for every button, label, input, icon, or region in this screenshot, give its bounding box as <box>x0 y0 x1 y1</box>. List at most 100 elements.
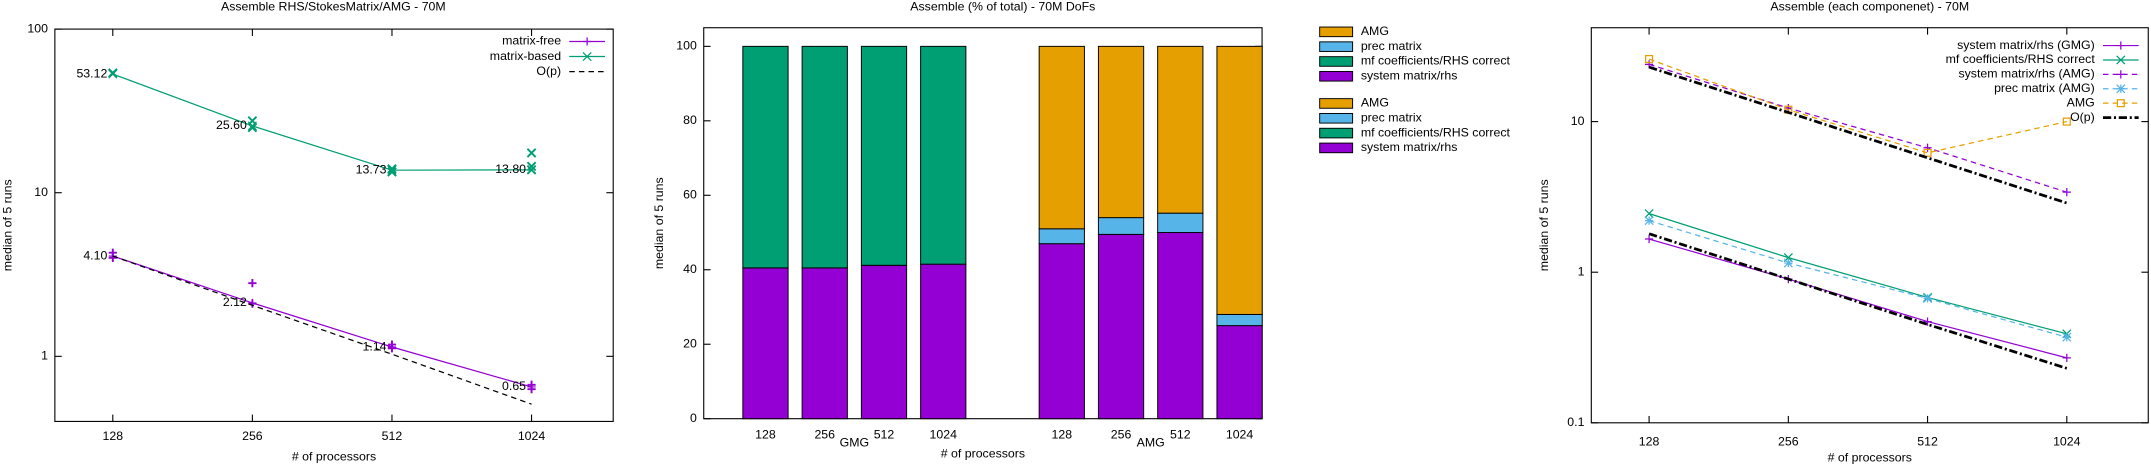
legend-label: prec matrix <box>1361 39 1423 53</box>
bar-segment <box>1097 217 1145 235</box>
x-tick-label: 1024 <box>2053 434 2081 448</box>
chart-title: Assemble (each componenet) - 70M <box>1770 0 1969 13</box>
data-point <box>1923 317 1932 326</box>
bar-segment <box>1216 325 1263 420</box>
series-line <box>112 255 532 388</box>
x-tick-label: 512 <box>874 427 895 441</box>
data-point <box>1783 258 1793 268</box>
data-point <box>1645 55 1654 64</box>
bar-segment <box>920 263 967 420</box>
legend-label: matrix-based <box>490 49 561 63</box>
legend-label: AMG <box>1361 24 1389 38</box>
bar-segment <box>860 264 908 420</box>
legend-marker <box>2116 55 2126 65</box>
data-label: 13.80 <box>495 162 526 176</box>
y-tick-label: 0.1 <box>1567 415 1584 429</box>
y-tick-label: 10 <box>34 185 48 199</box>
bar-segment <box>920 45 967 265</box>
data-point <box>2062 353 2071 362</box>
data-point <box>2062 117 2071 126</box>
data-point <box>1923 293 1933 303</box>
data-point <box>1923 143 1932 152</box>
data-point <box>1644 216 1654 226</box>
bar-segment <box>1216 313 1263 327</box>
series-line <box>1648 232 2068 370</box>
data-point <box>2062 188 2071 197</box>
data-point <box>2062 332 2072 342</box>
data-label: 0.65 <box>502 379 526 393</box>
y-tick-label: 10 <box>1571 114 1585 128</box>
x-tick-label: 128 <box>1051 427 1072 441</box>
group-label: AMG <box>1137 436 1165 450</box>
run-point <box>526 148 537 158</box>
run-point <box>108 68 118 78</box>
legend-marker <box>2116 70 2125 79</box>
series-line <box>112 73 532 171</box>
legend-label: AMG <box>2067 95 2095 109</box>
legend-label: prec matrix (AMG) <box>1994 81 2095 95</box>
y-tick-label: 60 <box>683 188 697 202</box>
legend-label: system matrix/rhs <box>1361 69 1458 83</box>
bar-segment <box>801 267 848 420</box>
run-point <box>247 122 258 133</box>
legend-marker <box>2116 99 2125 108</box>
run-point <box>387 164 397 174</box>
x-tick-label: 256 <box>1778 434 1799 448</box>
y-tick-label: 0 <box>690 411 697 425</box>
run-point <box>248 299 257 308</box>
legend-swatch <box>1319 142 1354 154</box>
bar-segment <box>1038 228 1085 245</box>
legend-swatch <box>1319 56 1354 67</box>
data-point <box>1644 209 1654 219</box>
run-point <box>387 167 397 177</box>
data-label: 25.60 <box>216 118 247 132</box>
y-tick-label: 20 <box>683 336 697 350</box>
y-tick-label: 100 <box>676 39 697 53</box>
x-tick-label: 128 <box>1639 434 1660 448</box>
x-axis-label: # of processors <box>941 447 1025 461</box>
y-tick-label: 40 <box>683 262 697 276</box>
data-label: 4.10 <box>83 248 107 262</box>
run-point <box>248 279 257 288</box>
x-axis-label: # of processors <box>292 449 376 463</box>
x-tick-label: 256 <box>814 427 835 441</box>
chart-title: Assemble RHS/StokesMatrix/AMG - 70M <box>221 0 446 13</box>
x-tick-label: 256 <box>242 429 263 443</box>
legend-marker <box>583 37 592 46</box>
x-tick-label: 128 <box>755 427 776 441</box>
legend-marker <box>582 51 592 62</box>
data-point <box>1644 60 1654 69</box>
bar-segment <box>1038 45 1085 230</box>
bar-segment <box>1157 45 1204 214</box>
legend-label: O(p) <box>2070 110 2095 124</box>
series-line <box>1648 213 2067 335</box>
x-tick-label: 512 <box>1170 427 1191 441</box>
bar-segment <box>1157 232 1204 420</box>
run-point <box>108 253 117 262</box>
legend-swatch <box>1319 98 1354 109</box>
legend-label: system matrix/rhs (AMG) <box>1958 67 2094 81</box>
x-tick-label: 256 <box>1111 427 1132 441</box>
y-tick-label: 100 <box>27 21 48 35</box>
legend-swatch <box>1319 127 1354 139</box>
legend-label: mf coefficients/RHS correct <box>1361 125 1511 139</box>
x-tick-label: 1024 <box>930 427 958 441</box>
y-tick-label: 80 <box>683 113 697 127</box>
bar-segment <box>1097 45 1145 219</box>
x-tick-label: 1024 <box>1226 427 1254 441</box>
series-line <box>1648 65 2068 205</box>
run-point <box>526 165 537 175</box>
series-line <box>1648 220 2067 338</box>
y-tick-label: 1 <box>1578 264 1585 278</box>
legend-marker <box>2116 84 2126 94</box>
legend-label: matrix-free <box>502 34 561 48</box>
data-label: 13.73 <box>356 162 387 176</box>
legend-swatch <box>1319 26 1354 38</box>
x-tick-label: 512 <box>382 429 403 443</box>
legend-marker <box>2116 41 2125 50</box>
bar-segment <box>801 45 848 269</box>
y-axis-label: median of 5 runs <box>1537 179 1551 271</box>
series-line <box>1648 238 2067 359</box>
data-label: 2.12 <box>223 295 247 309</box>
